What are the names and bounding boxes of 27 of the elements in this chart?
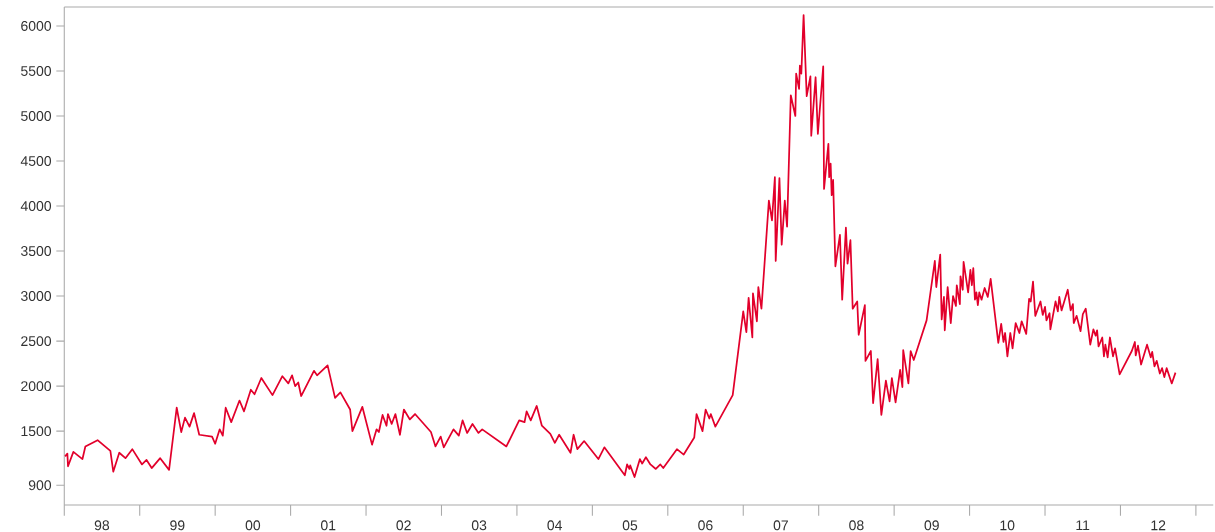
x-tick-label: 10 xyxy=(1000,520,1015,531)
y-tick-label: 2000 xyxy=(21,381,52,392)
y-tick-label: 6000 xyxy=(21,20,52,31)
y-tick-label: 2500 xyxy=(21,336,52,347)
y-tick-label: 3500 xyxy=(20,246,52,257)
y-tick-label: 4500 xyxy=(20,156,52,166)
x-tick-label: 99 xyxy=(170,520,185,531)
x-tick-label: 07 xyxy=(773,520,788,531)
y-tick-label: 5000 xyxy=(21,111,52,121)
x-tick-label: 03 xyxy=(471,520,487,531)
y-tick-label: 3000 xyxy=(20,291,52,302)
x-tick-label: 09 xyxy=(924,520,939,531)
x-tick-label: 98 xyxy=(94,520,110,531)
x-tick-label: 01 xyxy=(320,520,336,531)
x-tick-label: 05 xyxy=(622,520,638,531)
line-series xyxy=(64,14,1177,478)
x-tick-label: 12 xyxy=(1151,520,1166,531)
x-tick-label: 08 xyxy=(849,520,864,531)
x-tick-label: 04 xyxy=(547,520,563,531)
y-tick-label: 1500 xyxy=(21,426,52,437)
x-tick-label: 02 xyxy=(396,520,411,531)
x-tick-label: 00 xyxy=(245,520,261,531)
x-tick-label: 06 xyxy=(698,520,713,531)
y-tick-label: 5500 xyxy=(21,65,52,76)
x-tick-label: 11 xyxy=(1076,520,1090,530)
y-tick-label: 4000 xyxy=(20,201,52,211)
y-tick-label: 900 xyxy=(28,480,52,491)
